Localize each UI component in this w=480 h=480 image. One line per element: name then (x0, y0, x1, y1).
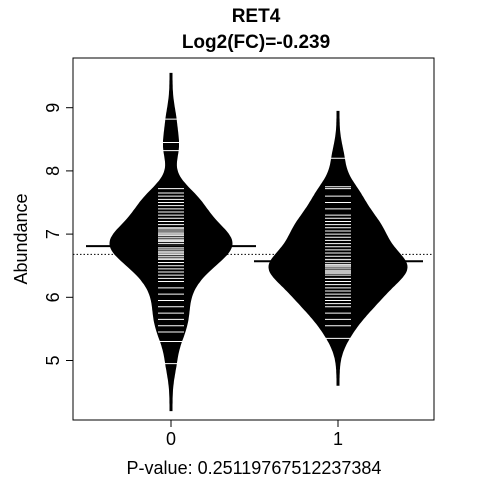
bean-layer (73, 72, 434, 412)
p-value-label: P-value: 0.25119767512237384 (127, 458, 382, 478)
chart-subtitle: Log2(FC)=-0.239 (182, 32, 330, 53)
bean-1 (268, 110, 408, 386)
y-tick-label: 6 (43, 292, 63, 302)
x-tick-label: 1 (333, 429, 343, 449)
y-tick-label: 9 (43, 103, 63, 113)
y-tick-label: 7 (43, 229, 63, 239)
y-axis: 5 6 7 8 9 (43, 103, 74, 366)
x-tick-label: 0 (166, 429, 176, 449)
y-tick-label: 8 (43, 166, 63, 176)
y-axis-label: Abundance (11, 193, 31, 284)
y-tick-label: 5 (43, 355, 63, 365)
chart-title: RET4 (232, 6, 281, 27)
